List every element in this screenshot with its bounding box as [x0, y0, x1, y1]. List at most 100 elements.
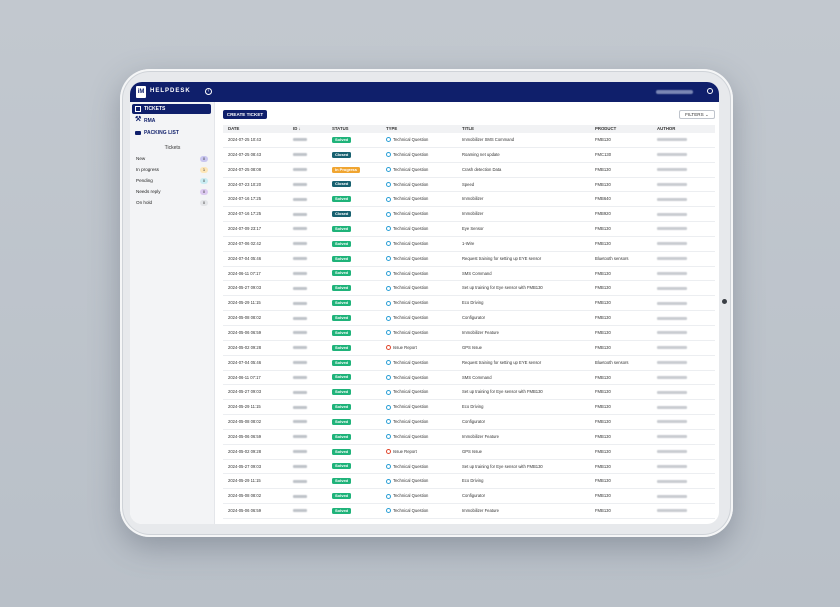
- ticket-title: Speed: [462, 181, 475, 187]
- table-row[interactable]: 2024-05-06 06:59 Solved Technical Question…: [223, 430, 715, 445]
- app-brand: HELPDESK: [150, 88, 191, 94]
- ticket-date: 2024-07-25 10:43: [228, 137, 262, 142]
- ticket-type: Technical Question: [386, 207, 428, 221]
- table-row[interactable]: 2024-07-06 02:42 Solved Technical Question…: [223, 237, 715, 252]
- table-row[interactable]: 2024-06-11 07:17 Solved Technical Question…: [223, 267, 715, 282]
- ticket-id: [293, 267, 307, 281]
- ticket-status-cell: Closed: [332, 178, 352, 192]
- table-row[interactable]: 2024-05-06 06:59 Solved Technical Question…: [223, 326, 715, 341]
- table-row[interactable]: 2024-05-08 08:02 Solved Technical Question…: [223, 489, 715, 505]
- ticket-id-blurred: [293, 479, 307, 483]
- table-row[interactable]: 2024-05-02 09:28 Solved Issue Report GPS Is…: [223, 341, 715, 356]
- author-blurred: [657, 390, 687, 394]
- sidebar-filter-on-hold[interactable]: On hold 0: [136, 199, 208, 207]
- column-header-title[interactable]: TITLE: [462, 126, 474, 131]
- ticket-type: Technical Question: [386, 489, 428, 503]
- filters-button[interactable]: FILTERS ⌄: [679, 110, 715, 119]
- column-header-id[interactable]: ID ↓: [293, 126, 301, 131]
- count-badge: 0: [200, 178, 208, 184]
- ticket-type: Technical Question: [386, 326, 428, 340]
- sidebar-item-tickets[interactable]: TICKETS: [132, 104, 211, 114]
- table-row[interactable]: 2024-05-29 11:15 Solved Technical Question…: [223, 296, 715, 312]
- ticket-type-label: Technical Question: [393, 166, 429, 172]
- ticket-product: FMB130: [595, 478, 611, 484]
- sidebar-filter-needs-reply[interactable]: Needs reply 0: [136, 188, 208, 196]
- ticket-id-blurred: [293, 271, 307, 275]
- ticket-author: [657, 311, 687, 325]
- ticket-date: 2024-05-27 09:03: [228, 463, 262, 469]
- table-row[interactable]: 2024-05-27 09:03 Solved Technical Question…: [223, 281, 715, 297]
- ticket-status-cell: Solved: [332, 460, 352, 474]
- ticket-id-blurred: [293, 168, 307, 172]
- ticket-id: [293, 371, 307, 385]
- ticket-date: 2024-05-06 06:59: [228, 329, 262, 335]
- ticket-status-cell: Closed: [332, 148, 352, 162]
- ticket-author: [657, 415, 687, 429]
- table-row[interactable]: 2024-06-11 07:17 Solved Technical Question…: [223, 371, 715, 386]
- question-icon: [386, 270, 391, 276]
- sidebar-item-packing-list[interactable]: PACKING LIST: [132, 128, 211, 138]
- table-row[interactable]: 2024-07-09 23:17 Solved Technical Question…: [223, 222, 715, 237]
- ticket-id-blurred: [293, 197, 307, 201]
- column-header-type[interactable]: TYPE: [386, 126, 398, 131]
- ticket-product: FMB130: [595, 270, 611, 276]
- table-row[interactable]: 2024-07-25 08:43 Closed Technical Question…: [223, 148, 715, 163]
- user-name-blurred[interactable]: [656, 90, 693, 94]
- table-row[interactable]: 2024-07-04 05:46 Solved Technical Question…: [223, 356, 715, 371]
- table-row[interactable]: 2024-05-29 11:15 Solved Technical Question…: [223, 474, 715, 490]
- ticket-author: [657, 252, 687, 266]
- ticket-author: [657, 445, 687, 459]
- table-row[interactable]: 2024-07-23 10:20 Closed Technical Question…: [223, 178, 715, 193]
- truck-icon: [135, 131, 141, 135]
- column-header-author[interactable]: AUTHOR: [657, 126, 676, 131]
- ticket-product: FMB130: [595, 166, 611, 172]
- collapse-sidebar-icon[interactable]: ‹: [205, 88, 212, 95]
- ticket-type-label: Technical Question: [393, 389, 429, 395]
- sidebar-filter-in-progress[interactable]: In progress 1: [136, 166, 208, 174]
- column-header-product[interactable]: PRODUCT: [595, 126, 617, 131]
- ticket-status-cell: Solved: [332, 445, 352, 459]
- ticket-status-cell: In Progress: [332, 163, 361, 177]
- ticket-id-blurred: [293, 450, 307, 454]
- ticket-status-cell: Solved: [332, 400, 352, 414]
- ticket-type: Technical Question: [386, 504, 428, 518]
- ticket-product: FMB130: [595, 137, 611, 142]
- table-row[interactable]: 2024-05-08 08:02 Solved Technical Question…: [223, 415, 715, 430]
- table-row[interactable]: 2024-05-27 09:03 Solved Technical Question…: [223, 460, 715, 475]
- ticket-product: FMB130: [595, 315, 611, 321]
- ticket-title: Roaming net update: [462, 151, 500, 157]
- table-row[interactable]: 2024-05-29 11:15 Solved Technical Question…: [223, 400, 715, 416]
- ticket-status-cell: Solved: [332, 371, 352, 385]
- table-row[interactable]: 2024-05-06 06:59 Solved Technical Question…: [223, 504, 715, 519]
- ticket-id: [293, 222, 307, 236]
- ticket-date: 2024-05-08 08:02: [228, 493, 262, 499]
- ticket-type-label: Technical Question: [393, 493, 429, 499]
- author-blurred: [657, 479, 687, 483]
- power-icon[interactable]: [707, 88, 713, 94]
- create-ticket-button[interactable]: CREATE TICKET: [223, 110, 267, 119]
- sidebar-filter-pending[interactable]: Pending 0: [136, 177, 208, 185]
- sidebar-item-rma[interactable]: RMA: [132, 115, 211, 126]
- ticket-author: [657, 385, 687, 399]
- table-row[interactable]: 2024-07-25 10:43 Solved Technical Question…: [223, 133, 715, 148]
- ticket-date: 2024-07-25 08:08: [228, 166, 262, 172]
- sidebar-filter-new[interactable]: New 0: [136, 155, 208, 163]
- column-header-date[interactable]: DATE: [228, 126, 240, 131]
- column-header-status[interactable]: STATUS: [332, 126, 349, 131]
- ticket-product: FMB130: [595, 329, 611, 335]
- table-row[interactable]: 2024-07-25 08:08 In Progress Technical Que…: [223, 163, 715, 178]
- table-row[interactable]: 2024-05-08 08:02 Solved Technical Question…: [223, 311, 715, 326]
- author-blurred: [657, 212, 687, 216]
- ticket-author: [657, 267, 687, 281]
- ticket-author: [657, 222, 687, 236]
- ticket-date: 2024-05-08 08:02: [228, 315, 262, 321]
- ticket-type-label: Technical Question: [393, 137, 429, 142]
- author-blurred: [657, 375, 687, 379]
- ticket-id-blurred: [293, 509, 307, 513]
- table-row[interactable]: 2024-07-16 17:25 Closed Technical Question…: [223, 207, 715, 223]
- table-row[interactable]: 2024-07-16 17:25 Solved Technical Question…: [223, 192, 715, 208]
- ticket-date: 2024-05-06 06:59: [228, 508, 262, 514]
- table-row[interactable]: 2024-07-04 05:46 Solved Technical Question…: [223, 252, 715, 267]
- table-row[interactable]: 2024-05-27 09:03 Solved Technical Question…: [223, 385, 715, 401]
- table-row[interactable]: 2024-05-02 09:28 Solved Issue Report GPS Is…: [223, 445, 715, 460]
